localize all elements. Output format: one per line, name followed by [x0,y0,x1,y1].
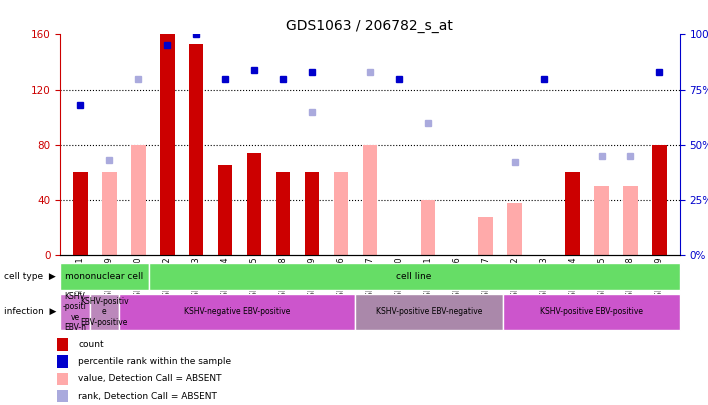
Bar [160,34,175,255]
Bar [247,153,261,255]
Bar [503,294,680,330]
Bar [189,44,203,255]
Bar [362,145,377,255]
Bar [623,186,638,255]
Bar [276,173,290,255]
Text: infection  ▶: infection ▶ [4,307,56,316]
Bar [333,173,348,255]
Text: value, Detection Call = ABSENT: value, Detection Call = ABSENT [78,374,222,384]
Text: percentile rank within the sample: percentile rank within the sample [78,357,232,366]
Title: GDS1063 / 206782_s_at: GDS1063 / 206782_s_at [287,19,453,33]
Text: count: count [78,340,104,349]
Bar [652,145,667,255]
Text: KSHV
-positi
ve
EBV-n: KSHV -positi ve EBV-n [63,292,87,332]
Bar [479,217,493,255]
Bar [508,203,522,255]
Text: mononuclear cell: mononuclear cell [65,272,144,281]
Text: cell type  ▶: cell type ▶ [4,272,55,281]
Text: KSHV-positive EBV-negative: KSHV-positive EBV-negative [376,307,482,316]
Bar [57,356,69,368]
Text: rank, Detection Call = ABSENT: rank, Detection Call = ABSENT [78,392,217,401]
Bar [421,200,435,255]
Bar [305,173,319,255]
Bar [131,145,146,255]
Bar [218,166,232,255]
Bar [90,294,119,330]
Text: cell line: cell line [396,272,432,281]
Bar [119,294,355,330]
Bar [57,338,69,351]
Bar [594,186,609,255]
Bar [565,173,580,255]
Bar [60,294,90,330]
Bar [60,263,149,290]
Bar [102,173,117,255]
Bar [355,294,503,330]
Bar [149,263,680,290]
Bar [57,390,69,402]
Text: KSHV-negative EBV-positive: KSHV-negative EBV-positive [184,307,290,316]
Text: KSHV-positive EBV-positive: KSHV-positive EBV-positive [539,307,643,316]
Bar [57,373,69,385]
Text: KSHV-positiv
e
EBV-positive: KSHV-positiv e EBV-positive [80,297,129,327]
Bar [73,173,88,255]
